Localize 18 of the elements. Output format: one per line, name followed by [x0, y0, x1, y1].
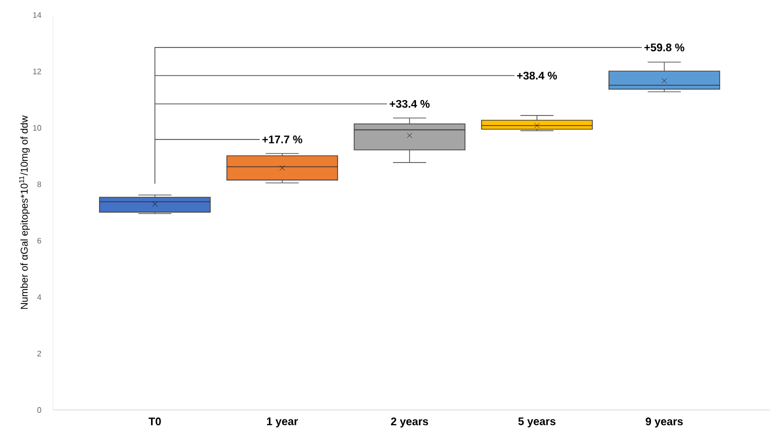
x-tick-label: T0: [148, 418, 161, 426]
x-tick-label: 5 years: [518, 418, 556, 428]
annotation: +38.4 %: [517, 72, 557, 80]
annotation: +59.8 %: [644, 44, 684, 52]
x-tick-label: 2 years: [391, 418, 428, 428]
y-tick-label: 14: [33, 12, 42, 18]
annotation: +33.4 %: [390, 100, 430, 108]
y-axis-title: Number of αGal epitopes*10$^{11}$/10mg of ddw: [19, 115, 30, 309]
y-tick-label: 0: [37, 407, 42, 413]
y-tick-label: 8: [37, 181, 42, 188]
y-tick-label: 6: [37, 238, 42, 244]
x-tick-label: 1 year: [267, 418, 298, 428]
y-tick-label: 4: [37, 294, 42, 300]
annotation: +17.7 %: [262, 136, 302, 144]
y-tick-label: 12: [33, 68, 42, 74]
y-tick-label: 2: [37, 350, 42, 356]
x-tick-label: 9 years: [646, 418, 683, 428]
y-tick-label: 10: [33, 125, 42, 131]
